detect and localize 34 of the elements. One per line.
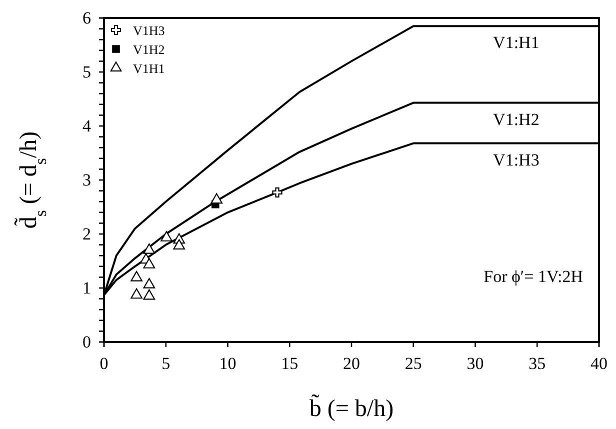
y-tick-label: 6 xyxy=(82,8,91,28)
x-axis-title: b̃ (= b/h) xyxy=(309,393,394,422)
x-tick-label: 20 xyxy=(343,354,360,374)
point xyxy=(173,239,186,250)
y-tick-label: 4 xyxy=(82,116,92,136)
series-label: V1:H2 xyxy=(493,110,540,129)
legend-label: V1H1 xyxy=(133,61,165,76)
x-tick-label: 0 xyxy=(100,354,108,374)
annotation: For ϕ′= 1V:2H xyxy=(484,267,583,286)
x-tick-label: 40 xyxy=(590,354,608,374)
point xyxy=(143,243,156,254)
legend-label: V1H3 xyxy=(133,23,165,38)
point xyxy=(130,270,142,282)
point xyxy=(143,258,156,268)
point xyxy=(143,278,156,288)
x-tick-label: 35 xyxy=(528,354,546,374)
y-tick-label: 2 xyxy=(82,224,91,244)
x-tick-label: 5 xyxy=(162,354,170,374)
x-tick-label: 30 xyxy=(466,354,484,374)
point xyxy=(143,289,156,300)
y-tick-label: 0 xyxy=(82,332,91,352)
series-label: V1:H3 xyxy=(493,150,540,170)
x-tick-label: 25 xyxy=(404,354,422,374)
series-label: V1:H1 xyxy=(493,33,540,52)
y-tick-label: 5 xyxy=(82,62,91,82)
point xyxy=(272,187,282,198)
y-tick-label: 3 xyxy=(82,170,91,190)
x-tick-label: 15 xyxy=(281,354,298,374)
y-tick-label: 1 xyxy=(82,278,91,298)
point xyxy=(160,231,172,242)
x-tick-label: 10 xyxy=(219,354,236,374)
point xyxy=(210,193,223,204)
point xyxy=(130,288,142,299)
legend-label: V1H2 xyxy=(133,42,165,57)
